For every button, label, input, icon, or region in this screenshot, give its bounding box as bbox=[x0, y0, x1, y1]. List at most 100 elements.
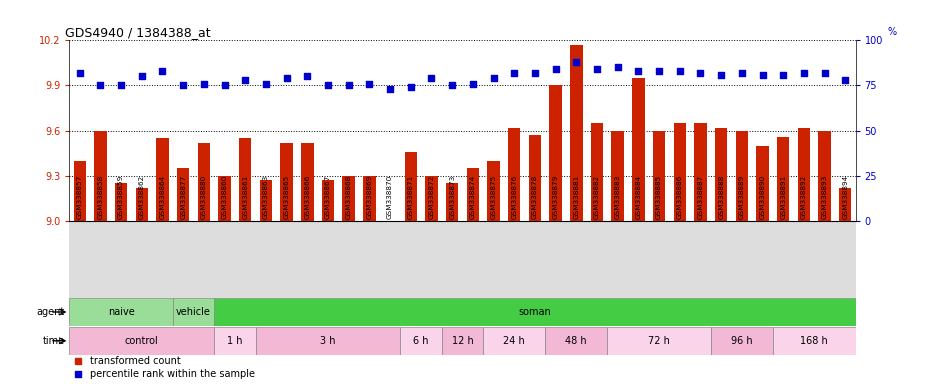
Point bbox=[93, 83, 108, 89]
Text: 1 h: 1 h bbox=[228, 336, 242, 346]
Text: 96 h: 96 h bbox=[731, 336, 753, 346]
Point bbox=[755, 71, 770, 78]
Text: time: time bbox=[43, 336, 65, 346]
Bar bbox=[255, 327, 401, 355]
Point bbox=[196, 81, 211, 87]
Bar bbox=[442, 327, 483, 355]
Point bbox=[424, 75, 438, 81]
Bar bbox=[673, 123, 686, 221]
Point bbox=[300, 73, 314, 79]
Bar bbox=[73, 161, 86, 221]
Bar bbox=[136, 188, 148, 221]
Point bbox=[403, 84, 418, 90]
Text: 24 h: 24 h bbox=[503, 336, 525, 346]
Bar bbox=[508, 127, 521, 221]
Bar bbox=[797, 127, 810, 221]
Bar bbox=[757, 146, 769, 221]
Bar bbox=[342, 176, 355, 221]
Point bbox=[383, 86, 398, 92]
Point bbox=[672, 68, 687, 74]
Point bbox=[362, 81, 376, 87]
Point bbox=[610, 64, 625, 71]
Bar bbox=[198, 142, 210, 221]
Text: 72 h: 72 h bbox=[648, 336, 670, 346]
Point bbox=[549, 66, 563, 72]
Bar bbox=[364, 176, 376, 221]
Point bbox=[569, 59, 584, 65]
Point bbox=[176, 83, 191, 89]
Bar bbox=[466, 168, 479, 221]
Bar bbox=[695, 123, 707, 221]
Bar bbox=[773, 327, 856, 355]
Text: control: control bbox=[125, 336, 159, 346]
Bar bbox=[591, 123, 603, 221]
Bar bbox=[735, 131, 748, 221]
Bar bbox=[69, 327, 215, 355]
Text: 6 h: 6 h bbox=[413, 336, 429, 346]
Bar bbox=[322, 180, 334, 221]
Point bbox=[527, 70, 542, 76]
Point bbox=[714, 71, 729, 78]
Point bbox=[465, 81, 480, 87]
Bar bbox=[819, 131, 831, 221]
Bar bbox=[529, 135, 541, 221]
Text: vehicle: vehicle bbox=[176, 307, 211, 317]
Bar bbox=[608, 327, 710, 355]
Point bbox=[445, 83, 460, 89]
Point bbox=[134, 73, 149, 79]
Point bbox=[321, 83, 336, 89]
Text: 12 h: 12 h bbox=[451, 336, 474, 346]
Text: 168 h: 168 h bbox=[800, 336, 828, 346]
Bar bbox=[839, 188, 852, 221]
Bar bbox=[215, 298, 856, 326]
Text: 48 h: 48 h bbox=[565, 336, 587, 346]
Point bbox=[631, 68, 646, 74]
Bar bbox=[715, 127, 727, 221]
Point bbox=[838, 77, 853, 83]
Text: agent: agent bbox=[36, 307, 65, 317]
Point bbox=[507, 70, 522, 76]
Bar bbox=[611, 131, 623, 221]
Text: soman: soman bbox=[519, 307, 551, 317]
Point bbox=[155, 68, 170, 74]
Bar bbox=[570, 45, 583, 221]
Text: %: % bbox=[887, 27, 896, 37]
Text: GDS4940 / 1384388_at: GDS4940 / 1384388_at bbox=[66, 26, 211, 39]
Bar bbox=[632, 78, 645, 221]
Bar bbox=[404, 152, 417, 221]
Bar bbox=[260, 180, 272, 221]
Point bbox=[238, 77, 253, 83]
Bar bbox=[69, 298, 173, 326]
Bar bbox=[483, 327, 545, 355]
Point bbox=[589, 66, 604, 72]
Bar bbox=[653, 131, 665, 221]
Bar bbox=[173, 298, 215, 326]
Point bbox=[817, 70, 832, 76]
Bar bbox=[777, 137, 789, 221]
Bar bbox=[215, 327, 255, 355]
Point bbox=[341, 83, 356, 89]
Point bbox=[258, 81, 274, 87]
Bar bbox=[487, 161, 500, 221]
Bar bbox=[280, 142, 293, 221]
Bar bbox=[94, 131, 106, 221]
Bar bbox=[115, 183, 128, 221]
Point bbox=[217, 83, 232, 89]
Point bbox=[72, 70, 87, 76]
Text: naive: naive bbox=[107, 307, 134, 317]
Point bbox=[796, 70, 811, 76]
Point bbox=[776, 71, 791, 78]
Bar bbox=[239, 138, 252, 221]
Bar bbox=[302, 142, 314, 221]
Bar bbox=[446, 183, 459, 221]
Point bbox=[734, 70, 749, 76]
Point bbox=[279, 75, 294, 81]
Bar bbox=[710, 327, 773, 355]
Bar bbox=[426, 176, 438, 221]
Bar bbox=[545, 327, 608, 355]
Point bbox=[651, 68, 666, 74]
Bar bbox=[549, 86, 561, 221]
Bar bbox=[401, 327, 442, 355]
Point bbox=[487, 75, 501, 81]
Text: 3 h: 3 h bbox=[320, 336, 336, 346]
